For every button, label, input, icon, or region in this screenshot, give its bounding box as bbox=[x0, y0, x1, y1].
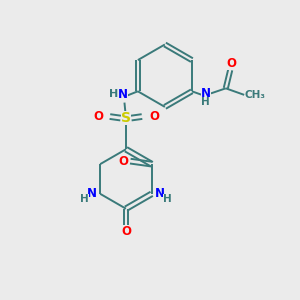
Text: O: O bbox=[149, 110, 159, 123]
Text: S: S bbox=[121, 111, 131, 125]
Text: N: N bbox=[118, 88, 128, 101]
Text: N: N bbox=[155, 187, 165, 200]
Text: N: N bbox=[201, 87, 211, 100]
Text: O: O bbox=[93, 110, 103, 123]
Text: N: N bbox=[87, 187, 97, 200]
Text: H: H bbox=[163, 194, 172, 204]
Text: H: H bbox=[202, 97, 210, 107]
Text: O: O bbox=[121, 225, 131, 238]
Text: O: O bbox=[119, 154, 129, 168]
Text: H: H bbox=[109, 89, 118, 99]
Text: CH₃: CH₃ bbox=[245, 90, 266, 100]
Text: H: H bbox=[80, 194, 89, 204]
Text: O: O bbox=[226, 57, 236, 70]
